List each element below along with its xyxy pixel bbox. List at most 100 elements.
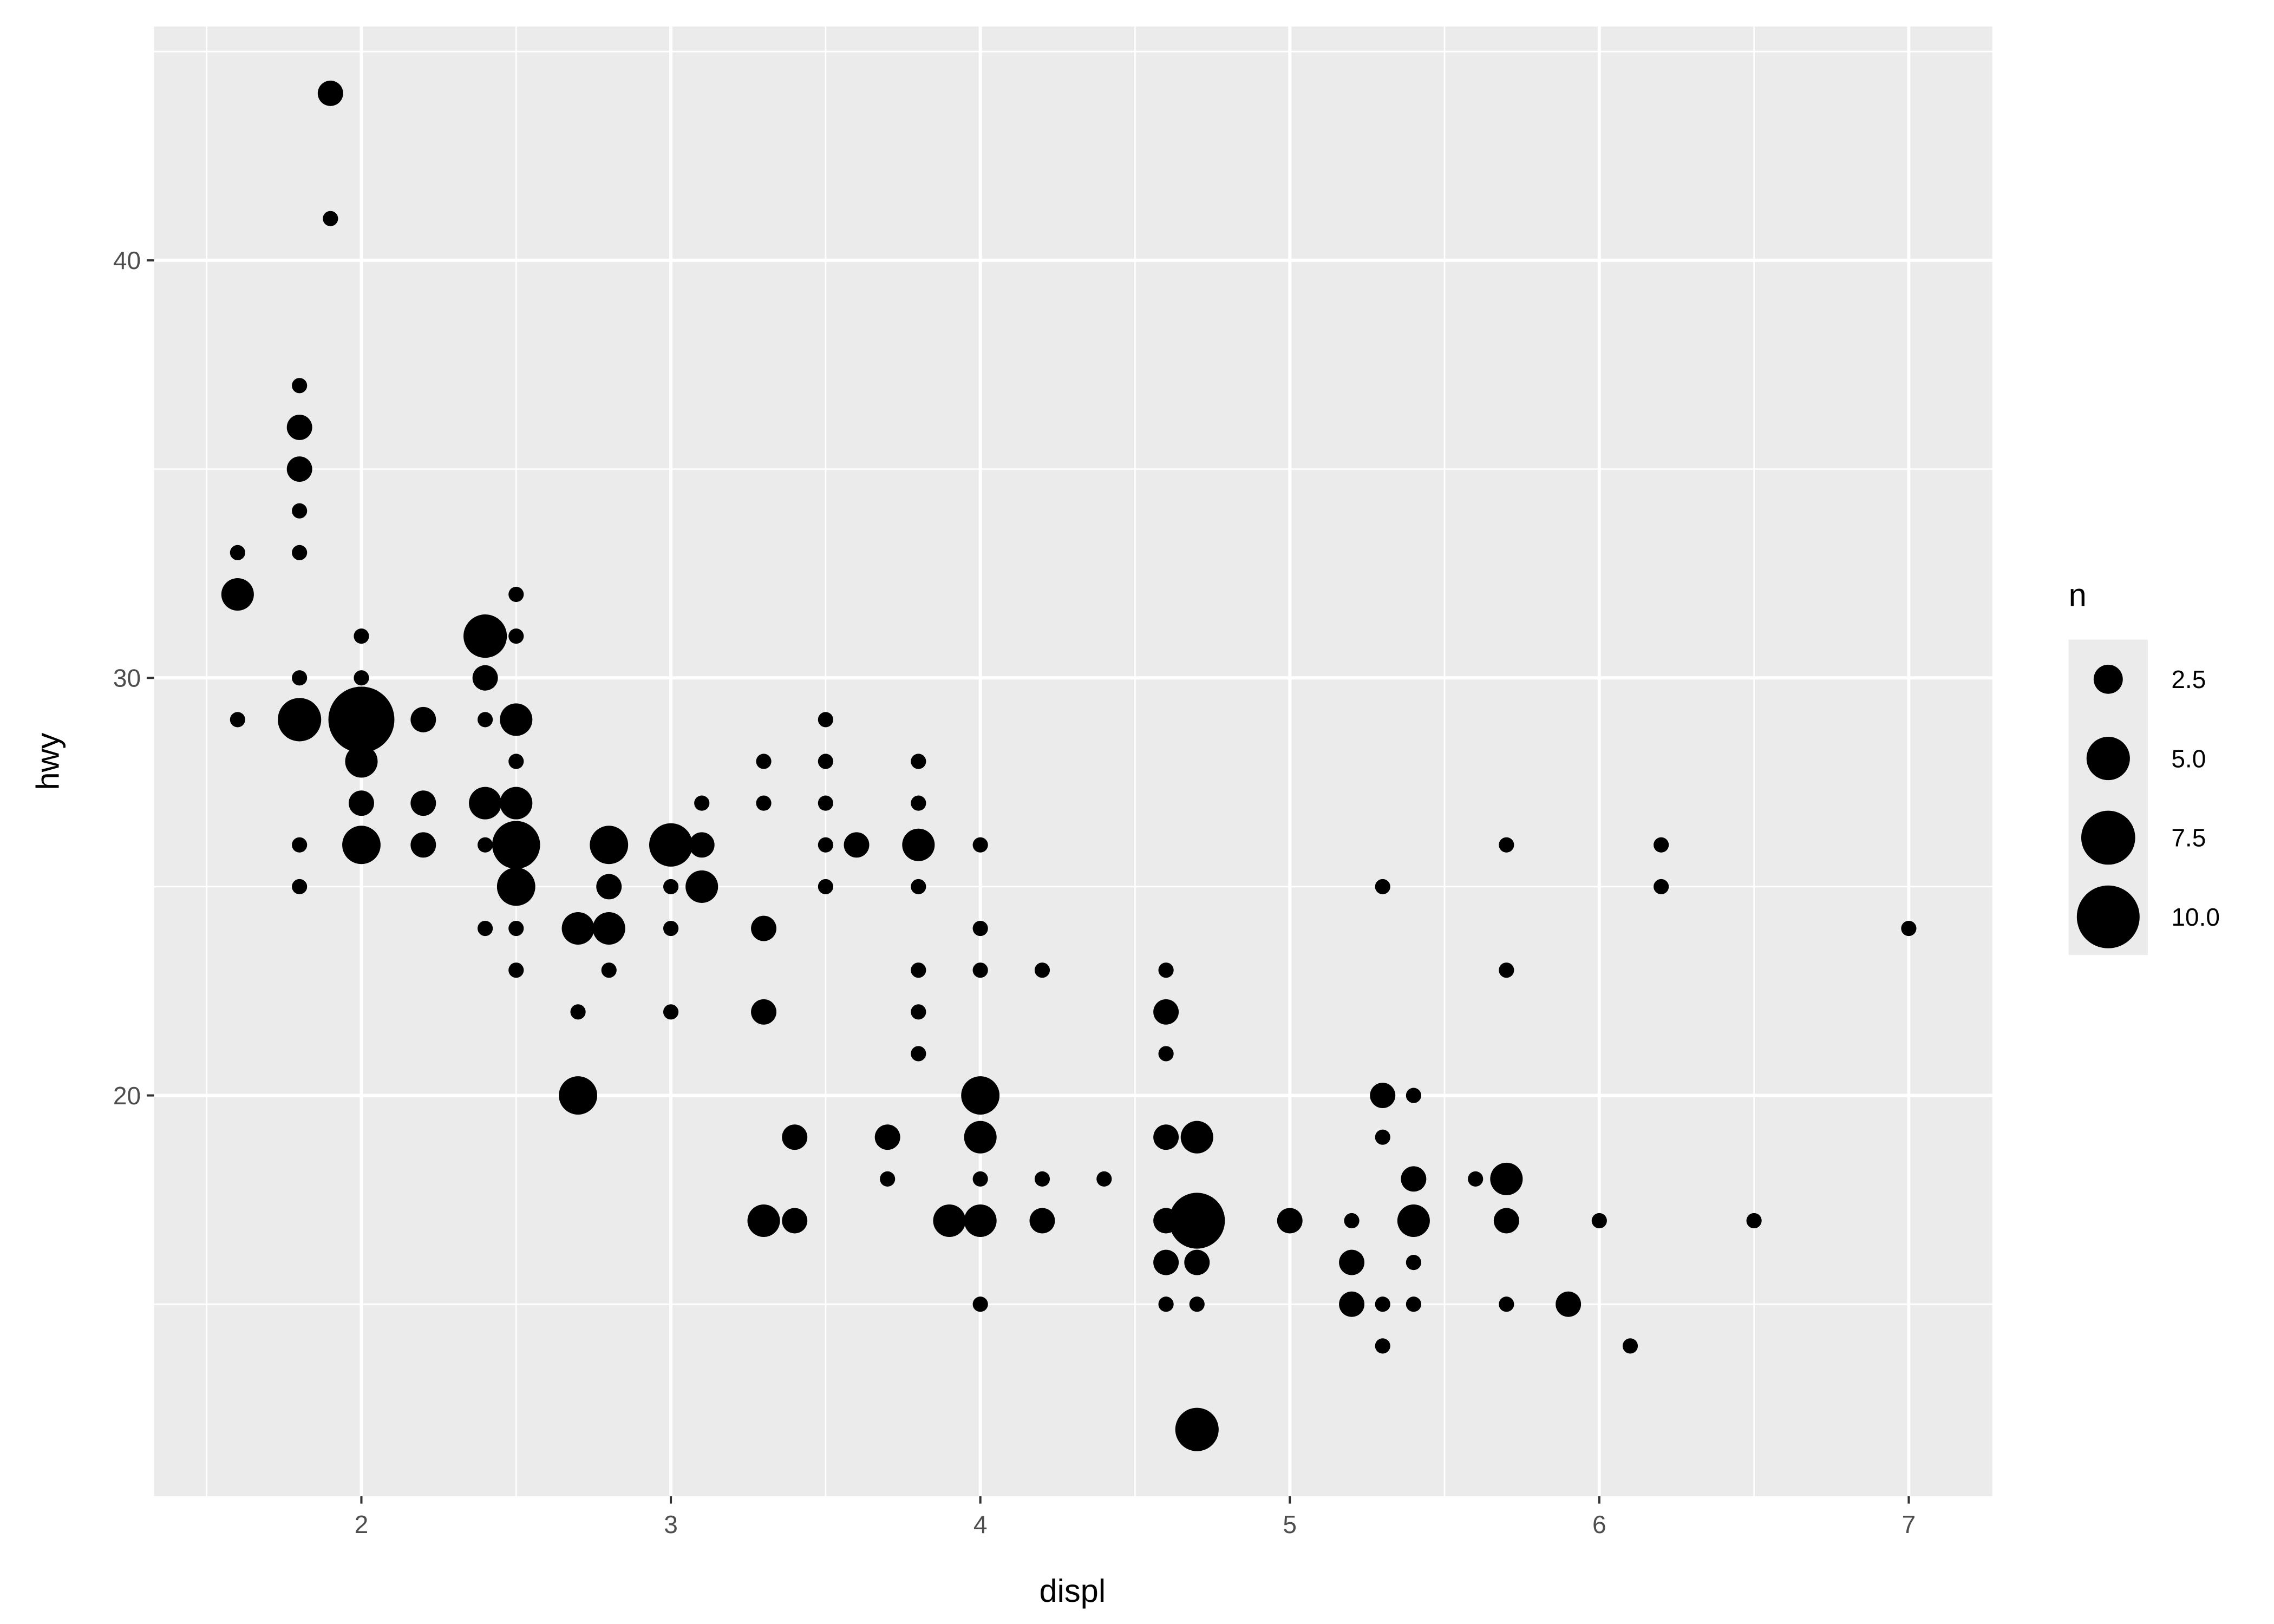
data-point	[1397, 1204, 1430, 1237]
data-point	[1499, 837, 1514, 853]
data-point	[596, 874, 622, 900]
data-point	[663, 1004, 679, 1020]
x-tick-label: 2	[355, 1510, 369, 1538]
data-point	[880, 1171, 896, 1187]
data-point	[500, 703, 533, 736]
data-point	[818, 879, 833, 895]
data-point	[345, 745, 378, 778]
data-point	[342, 826, 381, 865]
data-point	[1153, 1249, 1179, 1275]
legend-title: n	[2069, 577, 2087, 613]
data-point	[221, 578, 254, 611]
data-point	[286, 456, 312, 482]
data-point	[278, 698, 322, 742]
data-point	[463, 614, 507, 658]
data-point	[751, 999, 777, 1025]
data-point	[911, 1004, 926, 1020]
data-point	[1591, 1213, 1607, 1229]
x-tick-label: 7	[1902, 1510, 1916, 1538]
data-point	[1654, 879, 1669, 895]
data-point	[1189, 1296, 1205, 1312]
data-point	[933, 1204, 966, 1237]
data-point	[1375, 1129, 1390, 1145]
data-point	[410, 790, 436, 816]
data-point	[1344, 1213, 1360, 1229]
data-point	[508, 586, 524, 603]
data-point	[902, 828, 935, 861]
data-point	[592, 912, 625, 945]
legend-key	[2076, 885, 2140, 948]
data-point	[663, 879, 679, 895]
axes: 2 3 4 5 6 7 20 30 40	[113, 246, 1916, 1538]
data-point	[874, 1124, 900, 1150]
legend-label: 10.0	[2171, 903, 2220, 931]
data-point	[230, 712, 245, 728]
data-point	[1901, 920, 1917, 937]
data-point	[230, 545, 245, 560]
data-point	[349, 790, 374, 816]
data-points	[221, 80, 1917, 1451]
data-point	[972, 1171, 988, 1187]
data-point	[911, 795, 926, 811]
data-point	[292, 545, 308, 560]
data-point	[292, 503, 308, 519]
data-point	[972, 920, 988, 937]
data-point	[354, 628, 369, 644]
x-axis-title: displ	[1039, 1573, 1106, 1609]
data-point	[1158, 1296, 1174, 1312]
y-axis-title: hwy	[29, 732, 66, 790]
data-point	[570, 1004, 586, 1020]
data-point	[469, 787, 502, 820]
y-tick-label: 30	[113, 664, 141, 692]
data-point	[1029, 1208, 1055, 1234]
data-point	[685, 870, 718, 903]
legend-key	[2081, 810, 2135, 865]
data-point	[961, 1076, 1000, 1115]
data-point	[972, 837, 988, 853]
data-point	[818, 712, 833, 728]
data-point	[1490, 1162, 1523, 1195]
data-point	[478, 712, 493, 728]
data-point	[508, 962, 524, 978]
data-point	[1370, 1083, 1396, 1109]
data-point	[1401, 1166, 1427, 1192]
data-point	[508, 920, 524, 937]
data-point	[1406, 1296, 1421, 1312]
data-point	[818, 837, 833, 853]
data-point	[911, 879, 926, 895]
data-point	[747, 1204, 780, 1237]
data-point	[492, 821, 540, 869]
data-point	[1034, 962, 1050, 978]
plot-panel	[154, 26, 1992, 1497]
data-point	[472, 665, 498, 691]
data-point	[292, 837, 308, 853]
data-point	[1654, 837, 1669, 853]
data-point	[756, 754, 772, 769]
data-point	[1406, 1088, 1421, 1103]
data-point	[1339, 1249, 1365, 1275]
data-point	[292, 670, 308, 686]
y-tick-label: 40	[113, 246, 141, 274]
data-point	[1153, 1124, 1179, 1150]
data-point	[972, 962, 988, 978]
data-point	[1499, 1296, 1514, 1312]
legend-label: 5.0	[2171, 744, 2206, 772]
data-point	[508, 754, 524, 769]
data-point	[818, 754, 833, 769]
data-point	[1153, 999, 1179, 1025]
data-point	[689, 832, 715, 858]
data-point	[649, 823, 693, 867]
data-point	[1158, 1046, 1174, 1062]
data-point	[1096, 1171, 1112, 1187]
data-point	[601, 962, 617, 978]
data-point	[1180, 1121, 1213, 1154]
x-tick-label: 6	[1592, 1510, 1606, 1538]
data-point	[354, 670, 369, 686]
data-point	[1493, 1208, 1519, 1234]
data-point	[1556, 1291, 1582, 1317]
legend-label: 7.5	[2171, 824, 2206, 852]
data-point	[1375, 879, 1390, 895]
size-legend: n 2.5 5.0 7.5 10.0	[2068, 577, 2220, 955]
data-point	[478, 837, 493, 853]
